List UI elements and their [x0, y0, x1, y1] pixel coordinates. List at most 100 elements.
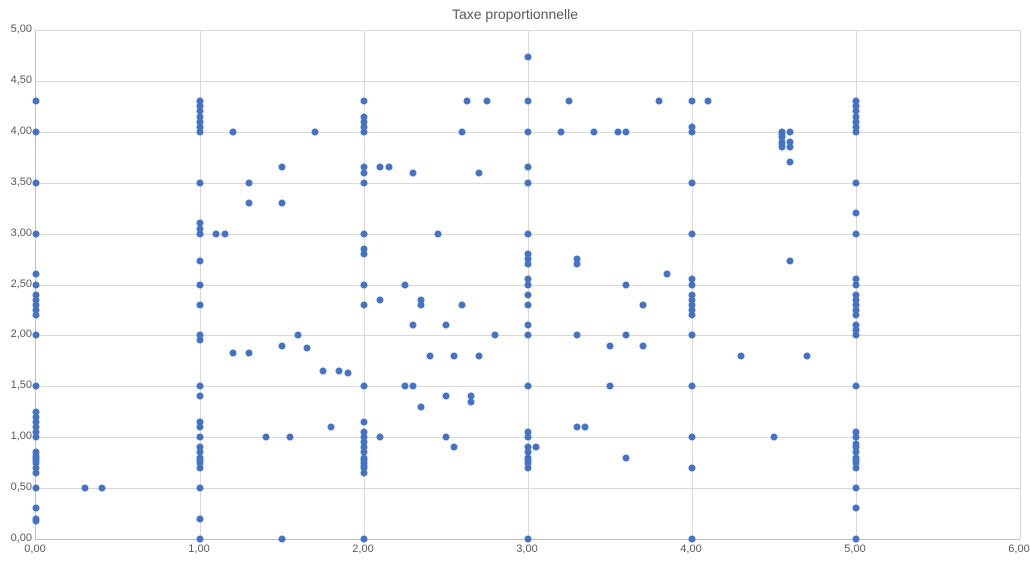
data-point — [525, 291, 532, 298]
data-point — [311, 128, 318, 135]
data-point — [689, 230, 696, 237]
y-axis-tick-label: 0,50 — [2, 481, 32, 493]
x-axis-tick-label: 6,00 — [1008, 543, 1029, 555]
data-point — [33, 98, 40, 105]
data-point — [197, 301, 204, 308]
data-point — [33, 449, 40, 456]
data-point — [197, 179, 204, 186]
data-point — [443, 393, 450, 400]
data-point — [525, 429, 532, 436]
data-point — [361, 281, 368, 288]
data-point — [33, 230, 40, 237]
data-point — [98, 485, 105, 492]
data-point — [689, 291, 696, 298]
x-axis-tick-label: 4,00 — [680, 543, 701, 555]
data-point — [33, 515, 40, 522]
data-point — [853, 505, 860, 512]
data-point — [803, 352, 810, 359]
data-point — [459, 301, 466, 308]
data-point — [361, 429, 368, 436]
plot-area — [35, 30, 1020, 540]
data-point — [623, 332, 630, 339]
data-point — [459, 128, 466, 135]
data-point — [525, 276, 532, 283]
data-point — [689, 179, 696, 186]
data-point — [525, 444, 532, 451]
data-point — [787, 159, 794, 166]
data-point — [213, 230, 220, 237]
data-point — [689, 98, 696, 105]
data-point — [377, 296, 384, 303]
data-point — [361, 383, 368, 390]
data-point — [525, 230, 532, 237]
data-point — [451, 352, 458, 359]
data-point — [639, 342, 646, 349]
data-point — [492, 332, 499, 339]
data-point — [853, 429, 860, 436]
data-point — [451, 444, 458, 451]
data-point — [434, 230, 441, 237]
data-point — [361, 301, 368, 308]
data-point — [853, 230, 860, 237]
y-axis-tick-label: 3,50 — [2, 176, 32, 188]
data-point — [246, 349, 253, 356]
data-point — [418, 403, 425, 410]
data-point — [197, 220, 204, 227]
data-point — [525, 54, 532, 61]
data-point — [623, 128, 630, 135]
data-point — [525, 322, 532, 329]
y-axis-tick-label: 1,00 — [2, 430, 32, 442]
data-point — [738, 352, 745, 359]
data-point — [853, 291, 860, 298]
data-point — [279, 536, 286, 543]
data-point — [377, 434, 384, 441]
data-point — [475, 169, 482, 176]
data-point — [525, 98, 532, 105]
data-point — [361, 245, 368, 252]
data-point — [82, 485, 89, 492]
data-point — [787, 128, 794, 135]
y-axis-tick-label: 1,50 — [2, 379, 32, 391]
x-axis-tick-label: 1,00 — [188, 543, 209, 555]
data-point — [574, 256, 581, 263]
data-point — [525, 301, 532, 308]
y-axis-tick-label: 2,50 — [2, 278, 32, 290]
data-point — [464, 98, 471, 105]
scatter-chart: Taxe proportionnelle 0,000,501,001,502,0… — [0, 0, 1030, 579]
data-point — [377, 164, 384, 171]
data-point — [295, 332, 302, 339]
data-point — [287, 434, 294, 441]
data-point — [853, 441, 860, 448]
data-point — [279, 200, 286, 207]
data-point — [361, 98, 368, 105]
data-point — [197, 536, 204, 543]
data-point — [221, 230, 228, 237]
data-point — [361, 230, 368, 237]
data-point — [361, 164, 368, 171]
y-axis-tick-label: 5,00 — [2, 23, 32, 35]
data-point — [705, 98, 712, 105]
data-point — [689, 123, 696, 130]
data-point — [336, 368, 343, 375]
data-point — [197, 418, 204, 425]
data-point — [229, 128, 236, 135]
data-point — [656, 98, 663, 105]
data-point — [525, 179, 532, 186]
data-point — [574, 332, 581, 339]
data-point — [229, 349, 236, 356]
data-point — [320, 368, 327, 375]
y-axis-tick-label: 3,00 — [2, 227, 32, 239]
data-point — [197, 383, 204, 390]
data-point — [853, 98, 860, 105]
data-point — [197, 281, 204, 288]
data-point — [787, 138, 794, 145]
y-axis-tick-label: 4,00 — [2, 125, 32, 137]
data-point — [443, 322, 450, 329]
data-point — [328, 424, 335, 431]
data-point — [197, 258, 204, 265]
data-point — [410, 383, 417, 390]
data-point — [361, 418, 368, 425]
data-point — [197, 98, 204, 105]
data-point — [853, 276, 860, 283]
data-point — [689, 464, 696, 471]
